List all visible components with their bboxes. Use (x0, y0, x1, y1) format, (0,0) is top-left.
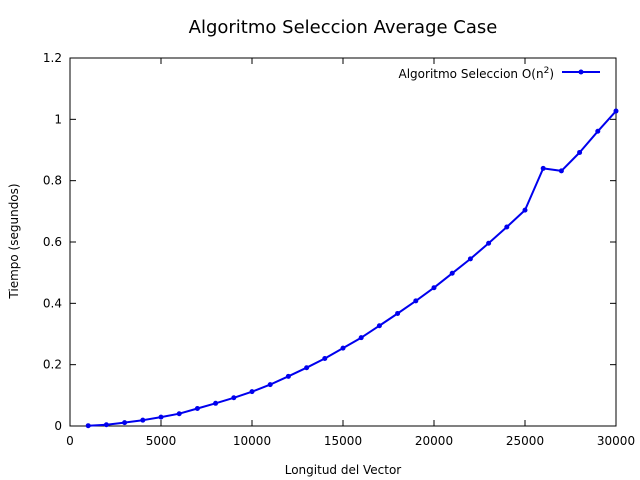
data-point (358, 335, 364, 341)
data-point (395, 310, 401, 316)
data-point (194, 406, 200, 412)
x-tick-label: 25000 (506, 434, 544, 448)
data-point (103, 422, 109, 428)
data-point (504, 224, 510, 230)
legend-marker (578, 69, 584, 75)
y-tick-label: 0.2 (43, 358, 62, 372)
data-point (431, 285, 437, 291)
y-axis-label: Tiempo (segundos) (7, 183, 21, 299)
x-axis-ticks: 0 5000 10000 15000 20000 25000 30000 (66, 58, 635, 448)
data-point (231, 395, 237, 401)
data-point (577, 149, 583, 155)
data-point (85, 423, 91, 429)
data-point (558, 168, 564, 174)
data-point (140, 417, 146, 423)
x-tick-label: 5000 (146, 434, 177, 448)
series-line (88, 110, 617, 427)
data-point (522, 207, 528, 213)
legend-label-sup: 2 (544, 66, 550, 76)
plot-frame (69, 57, 617, 427)
data-point (376, 323, 382, 329)
data-point (176, 411, 182, 417)
chart-title: Algoritmo Seleccion Average Case (189, 17, 498, 38)
series-group (85, 108, 619, 429)
data-point (413, 298, 419, 304)
legend-label-tail: ) (549, 67, 554, 81)
x-axis-label: Longitud del Vector (285, 463, 402, 477)
data-point (267, 382, 273, 388)
data-point (467, 256, 473, 262)
y-tick-label: 1.2 (43, 51, 62, 65)
data-point (595, 128, 601, 134)
legend-label: Algoritmo Seleccion O(n2) (399, 66, 554, 81)
y-tick-label: 0.8 (43, 174, 62, 188)
data-point (249, 389, 255, 395)
data-point (613, 108, 619, 114)
data-point (486, 240, 492, 246)
data-point (158, 414, 164, 420)
x-tick-label: 30000 (597, 434, 635, 448)
data-point (285, 373, 291, 379)
y-tick-label: 1 (54, 112, 62, 126)
data-point (304, 365, 310, 371)
y-tick-label: 0.6 (43, 235, 62, 249)
y-tick-label: 0 (54, 419, 62, 433)
data-point (122, 420, 128, 426)
x-tick-label: 0 (66, 434, 74, 448)
legend-label-base: Algoritmo Seleccion O(n (399, 67, 544, 81)
x-tick-label: 10000 (233, 434, 271, 448)
legend: Algoritmo Seleccion O(n2) (399, 66, 600, 81)
data-point (322, 356, 328, 362)
plot-border (69, 57, 617, 427)
data-point (540, 165, 546, 171)
data-point (449, 270, 455, 276)
y-axis-ticks: 0 0.2 0.4 0.6 0.8 1 1.2 (43, 51, 616, 433)
data-point (213, 400, 219, 406)
x-tick-label: 20000 (415, 434, 453, 448)
x-tick-label: 15000 (324, 434, 362, 448)
y-tick-label: 0.4 (43, 296, 62, 310)
data-point (340, 345, 346, 351)
